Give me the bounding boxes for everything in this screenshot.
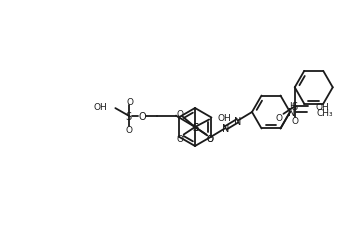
Text: O: O bbox=[125, 126, 132, 135]
Text: S: S bbox=[292, 102, 298, 112]
Text: O: O bbox=[207, 134, 214, 143]
Text: O: O bbox=[126, 97, 133, 106]
Text: H: H bbox=[289, 101, 296, 110]
Text: O: O bbox=[176, 110, 183, 119]
Text: OH: OH bbox=[94, 102, 107, 111]
Text: O: O bbox=[176, 134, 183, 143]
Text: S: S bbox=[192, 122, 198, 132]
Text: O: O bbox=[139, 111, 147, 121]
Text: N: N bbox=[222, 123, 229, 133]
Text: O: O bbox=[276, 114, 283, 123]
Text: N: N bbox=[288, 108, 296, 118]
Text: S: S bbox=[125, 111, 132, 121]
Text: O: O bbox=[291, 117, 298, 126]
Text: N: N bbox=[234, 116, 241, 126]
Text: OH: OH bbox=[316, 102, 330, 111]
Text: OH: OH bbox=[217, 114, 231, 122]
Text: CH₃: CH₃ bbox=[316, 108, 333, 117]
Text: O: O bbox=[207, 134, 214, 143]
Text: S: S bbox=[192, 122, 198, 132]
